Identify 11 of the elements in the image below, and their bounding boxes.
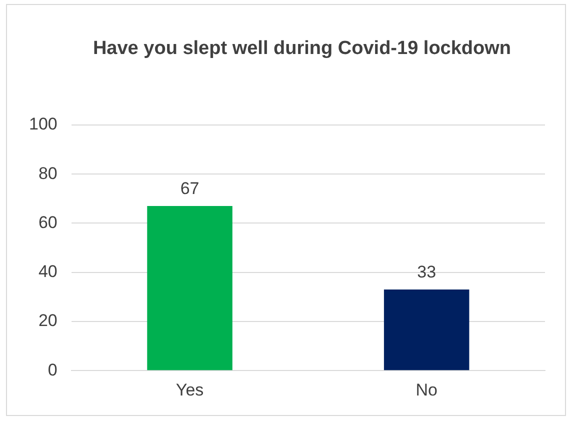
data-label: 67 — [180, 179, 200, 198]
x-tick-label: No — [416, 380, 438, 400]
y-tick-label: 80 — [38, 164, 58, 183]
data-label: 33 — [417, 262, 436, 282]
x-tick-label: Yes — [176, 380, 204, 400]
y-tick-label: 0 — [48, 360, 58, 380]
y-tick-label: 100 — [28, 114, 58, 134]
y-tick-label: 20 — [38, 311, 58, 330]
chart-title: Have you slept well during Covid-19 lockdown — [92, 37, 512, 61]
y-tick-label: 60 — [38, 212, 58, 232]
y-tick-label: 40 — [38, 262, 58, 282]
